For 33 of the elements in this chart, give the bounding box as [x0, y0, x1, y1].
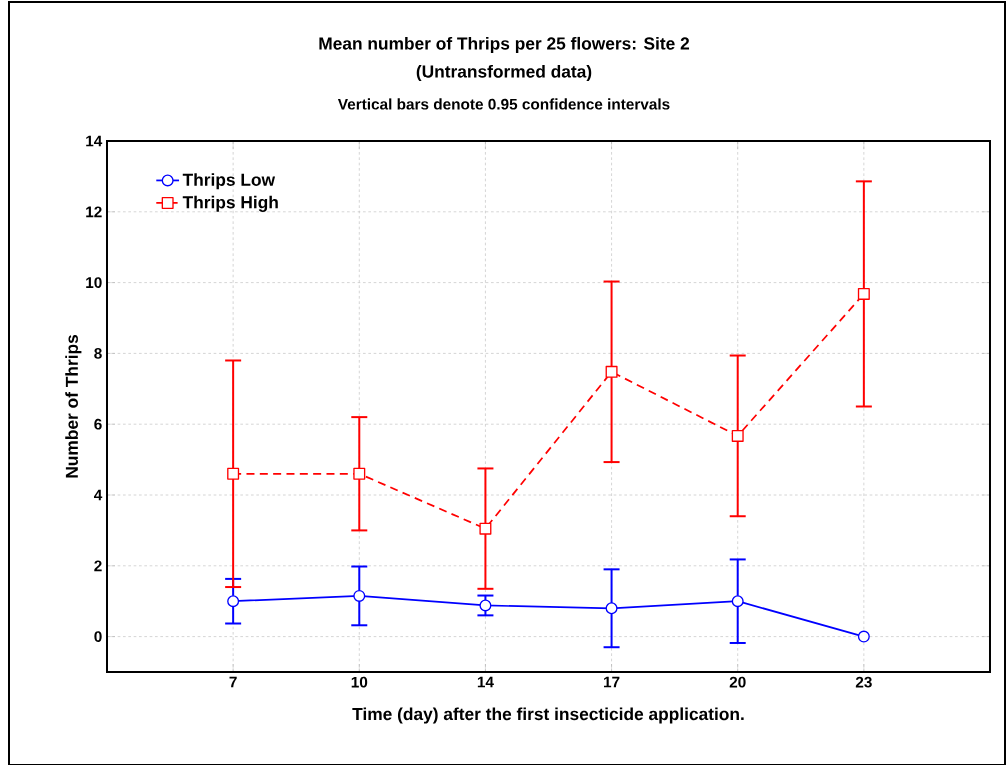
- x-tick-label: 10: [351, 676, 368, 688]
- x-tick-label: 7: [229, 676, 237, 688]
- chart-title: Mean number of Thrips per 25 flowers: Site 2: [319, 36, 690, 54]
- y-tick-label: 8: [94, 347, 102, 359]
- legend-label: Thrips High: [182, 195, 278, 212]
- point: [227, 595, 240, 608]
- y-tick-label: 14: [86, 135, 103, 147]
- point: [857, 287, 870, 300]
- point: [353, 589, 366, 602]
- x-tick-label: 20: [729, 676, 746, 688]
- point: [731, 429, 744, 442]
- point: [731, 595, 744, 608]
- y-axis-title: Number of Thrips: [65, 334, 82, 478]
- x-axis-title: Time (day) after the first insecticide application.: [352, 707, 744, 724]
- point: [605, 365, 618, 378]
- chart-subtitle: (Untransformed data): [416, 64, 592, 82]
- point: [479, 522, 492, 535]
- y-tick-label: 6: [94, 418, 102, 430]
- x-tick-label: 14: [477, 676, 494, 688]
- point: [479, 599, 492, 612]
- point: [605, 602, 618, 615]
- point: [353, 467, 366, 480]
- x-tick-label: 23: [855, 676, 872, 688]
- point: [857, 630, 870, 643]
- y-tick-label: 10: [86, 277, 102, 289]
- y-tick-label: 0: [94, 631, 102, 643]
- y-tick-label: 4: [93, 489, 103, 501]
- y-tick-label: 2: [94, 560, 102, 572]
- x-tick-label: 17: [604, 676, 620, 688]
- legend-label: Thrips Low: [182, 173, 276, 190]
- y-tick-label: 12: [86, 206, 102, 218]
- point: [227, 467, 240, 480]
- text: Vertical bars denote 0.95 confidence intervals: [337, 98, 670, 110]
